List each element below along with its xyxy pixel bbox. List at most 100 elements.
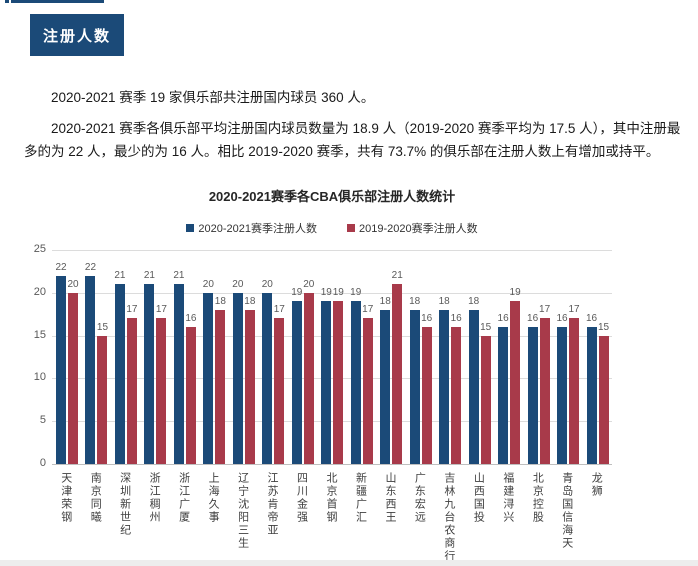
bar-2019-2020-北京控股 [539,318,550,464]
bar-2020-2021-青岛国信海天 [557,327,568,464]
value-label-2019-2020-辽宁沈阳三生: 18 [244,295,256,307]
legend-swatch-red [347,224,355,232]
category-label-北京首钢: 北京首钢 [325,472,337,524]
chart-legend: 2020-2021赛季注册人数 2019-2020赛季注册人数 [52,220,612,236]
value-label-2020-2021-四川金强: 19 [291,287,303,299]
value-label-2019-2020-浙江稠州: 17 [155,304,167,316]
value-label-2020-2021-吉林九台农商行: 18 [438,295,450,307]
category-label-广东宏远: 广东宏远 [413,472,426,524]
bar-2019-2020-南京同曦 [97,335,108,464]
bar-2020-2021-天津荣钢 [56,275,66,464]
bar-2019-2020-青岛国信海天 [569,318,580,464]
category-label-辽宁沈阳三生: 辽宁沈阳三生 [236,472,249,550]
category-label-龙狮: 龙狮 [590,472,603,498]
category-label-天津荣钢: 天津荣钢 [59,472,72,524]
category-label-浙江广厦: 浙江广厦 [177,472,190,524]
value-label-2019-2020-龙狮: 15 [597,321,610,333]
page-bottom-edge [0,560,698,566]
legend-item-2020-2021: 2020-2021赛季注册人数 [186,220,317,236]
value-label-2019-2020-福建浔兴: 19 [509,287,521,299]
gridline-15 [52,335,612,337]
legend-item-2019-2020: 2019-2020赛季注册人数 [347,220,478,236]
bar-2020-2021-北京控股 [527,327,538,464]
value-label-2019-2020-青岛国信海天: 17 [568,304,580,316]
bar-2019-2020-深圳新世纪 [126,318,137,464]
bar-2020-2021-浙江稠州 [144,284,155,464]
bar-2020-2021-上海久事 [203,292,214,464]
category-label-四川金强: 四川金强 [295,472,308,524]
value-label-2019-2020-上海久事: 18 [214,295,226,307]
category-label-上海久事: 上海久事 [207,472,220,524]
value-label-2019-2020-浙江广厦: 16 [185,313,197,325]
category-label-深圳新世纪: 深圳新世纪 [118,472,131,537]
category-label-山西国投: 山西国投 [472,472,485,524]
value-label-2020-2021-龙狮: 16 [585,313,598,325]
y-axis-tick-label-10: 10 [33,371,46,384]
previous-section-marker-rule [11,0,104,3]
bar-2020-2021-山西国投 [468,309,479,464]
bar-2020-2021-四川金强 [291,301,302,464]
value-label-2019-2020-四川金强: 20 [303,278,315,290]
bar-2020-2021-深圳新世纪 [114,284,125,464]
bar-chart-canvas: 0 5 10 15 20 25 22 20 天津荣钢 22 15 南京同曦 21 17 深圳新世纪 21 17 浙… [0,243,698,566]
category-label-新疆广汇: 新疆广汇 [354,472,367,524]
x-axis-baseline [52,464,612,465]
value-label-2020-2021-福建浔兴: 16 [497,313,509,325]
bar-2019-2020-福建浔兴 [510,301,521,464]
bar-2019-2020-上海久事 [215,309,226,464]
value-label-2020-2021-山西国投: 18 [468,295,480,307]
legend-label-2019-2020: 2019-2020赛季注册人数 [359,223,478,235]
category-label-青岛国信海天: 青岛国信海天 [560,472,573,550]
category-label-山东西王: 山东西王 [383,472,396,524]
bar-2019-2020-辽宁沈阳三生 [244,309,255,464]
value-label-2019-2020-深圳新世纪: 17 [126,304,138,316]
bar-2020-2021-广东宏远 [409,309,420,464]
value-label-2020-2021-北京控股: 16 [527,313,539,325]
bar-2020-2021-江苏肯帝亚 [262,292,273,464]
bar-2020-2021-南京同曦 [85,275,96,464]
y-axis-tick-label-0: 0 [39,457,46,469]
bar-2019-2020-龙狮 [598,335,609,464]
bar-2020-2021-山东西王 [380,309,391,464]
gridline-25 [52,250,612,251]
bar-2020-2021-辽宁沈阳三生 [232,292,243,464]
value-label-2020-2021-浙江广厦: 21 [173,270,185,282]
bar-2019-2020-北京首钢 [333,301,344,464]
previous-section-marker-dot [5,0,9,3]
value-label-2020-2021-新疆广汇: 19 [350,287,362,299]
gridline-20 [52,292,612,294]
intro-paragraph-average: 2020-2021 赛季各俱乐部平均注册国内球员数量为 18.9 人（2019-… [24,121,681,159]
y-axis-tick-label-5: 5 [39,414,46,427]
value-label-2020-2021-天津荣钢: 22 [55,261,67,273]
value-label-2020-2021-青岛国信海天: 16 [556,313,568,325]
category-label-福建浔兴: 福建浔兴 [501,472,514,524]
legend-swatch-blue [186,224,195,232]
value-label-2020-2021-南京同曦: 22 [84,261,97,273]
category-label-南京同曦: 南京同曦 [89,472,102,524]
value-label-2019-2020-天津荣钢: 20 [67,278,79,290]
value-label-2019-2020-吉林九台农商行: 16 [450,313,462,325]
chart-title: 2020-2021赛季各CBA俱乐部注册人数统计 [208,189,456,204]
bar-2020-2021-新疆广汇 [350,301,361,464]
bar-2020-2021-吉林九台农商行 [439,309,450,464]
bar-2019-2020-天津荣钢 [68,292,78,464]
category-label-北京控股: 北京控股 [531,472,544,524]
bar-2020-2021-北京首钢 [321,301,332,464]
bar-2019-2020-山西国投 [480,335,491,464]
bar-2020-2021-福建浔兴 [498,327,509,464]
bar-2019-2020-新疆广汇 [362,318,373,464]
value-label-2019-2020-广东宏远: 16 [421,313,433,325]
legend-label-2020-2021: 2020-2021赛季注册人数 [198,223,317,235]
section-badge-label: 注册人数 [43,27,112,45]
bar-2019-2020-山东西王 [392,284,403,464]
value-label-2020-2021-山东西王: 18 [379,295,391,307]
category-label-吉林九台农商行: 吉林九台农商行 [442,472,455,563]
value-label-2020-2021-深圳新世纪: 21 [114,270,126,282]
value-label-2020-2021-辽宁沈阳三生: 20 [232,278,244,290]
bar-2019-2020-广东宏远 [421,327,432,464]
value-label-2019-2020-北京首钢: 19 [332,287,344,299]
category-label-江苏肯帝亚: 江苏肯帝亚 [266,472,279,537]
value-label-2019-2020-山西国投: 15 [480,321,492,333]
gridline-10 [52,378,612,380]
